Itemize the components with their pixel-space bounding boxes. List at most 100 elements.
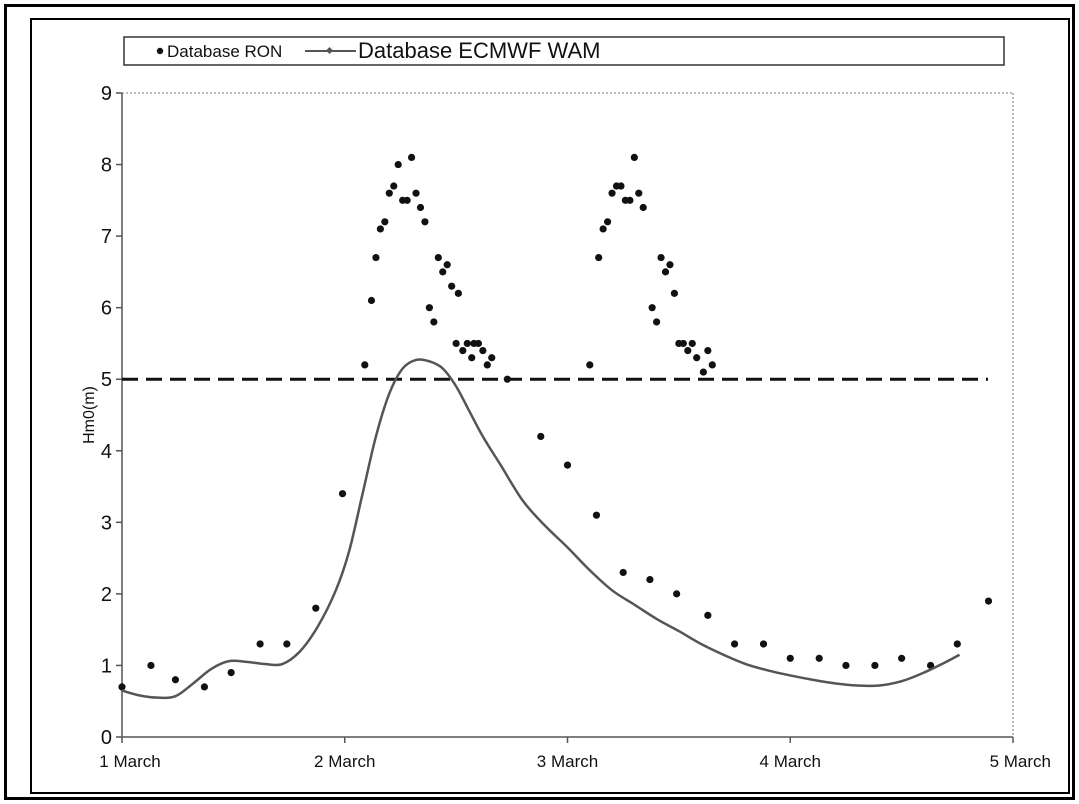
series-layer	[118, 153, 993, 700]
figure-inner-frame	[30, 18, 1070, 794]
ron-point	[708, 361, 716, 369]
ron-point	[479, 347, 487, 355]
ron-point	[704, 611, 712, 619]
ron-point	[688, 339, 696, 348]
ron-point	[385, 189, 393, 197]
ron-point	[646, 575, 654, 584]
ron-point	[439, 268, 447, 276]
ron-point	[361, 361, 369, 369]
ron-point	[699, 368, 707, 376]
ron-point	[619, 568, 627, 577]
ron-point	[443, 261, 451, 269]
ron-point	[200, 683, 209, 691]
ron-point	[661, 268, 670, 276]
y-tick-label: 0	[101, 727, 112, 749]
x-tick-label: 3 March	[537, 752, 598, 771]
ron-point	[537, 432, 545, 441]
ron-point	[376, 225, 384, 233]
ron-point	[673, 590, 681, 598]
ron-point	[454, 289, 462, 297]
ron-point	[430, 318, 438, 326]
ron-point	[815, 654, 823, 662]
ron-point	[626, 196, 634, 204]
ron-point	[390, 182, 398, 190]
y-tick-label: 3	[101, 512, 112, 534]
ron-point	[608, 189, 616, 197]
ron-point	[372, 253, 380, 262]
ron-point	[759, 640, 768, 648]
y-tick-label: 5	[101, 369, 112, 391]
ron-point	[653, 318, 661, 326]
ron-point	[603, 218, 612, 226]
ron-point	[693, 354, 701, 362]
ron-point	[468, 354, 476, 362]
series-ron	[118, 153, 993, 691]
series-wam	[121, 358, 961, 700]
y-tick-label: 1	[101, 655, 112, 677]
ron-point	[648, 304, 656, 312]
y-tick-label: 9	[101, 83, 112, 105]
ron-point	[421, 218, 429, 226]
ron-point	[171, 676, 180, 684]
ron-point	[630, 153, 638, 161]
x-tick-label: 1 March	[99, 752, 160, 771]
ron-point	[679, 339, 687, 348]
ron-point	[730, 640, 739, 648]
ron-point	[563, 461, 572, 469]
ron-point	[684, 347, 692, 355]
ron-point	[586, 361, 594, 369]
ron-point	[635, 189, 643, 197]
ron-point	[227, 669, 235, 677]
ron-point	[412, 189, 420, 197]
ron-point	[434, 253, 442, 262]
ron-point	[639, 203, 647, 212]
ron-point	[256, 640, 264, 648]
legend-wam-marker	[325, 46, 334, 55]
ron-point	[474, 339, 482, 348]
ron-point	[338, 490, 347, 498]
ron-point	[403, 196, 411, 204]
ron-point	[381, 218, 389, 226]
legend-wam-label: Database ECMWF WAM	[358, 38, 600, 63]
ron-point	[147, 661, 155, 670]
ron-point	[483, 361, 491, 369]
ron-point	[488, 354, 496, 362]
ron-point	[926, 661, 935, 670]
legend-ron-label: Database RON	[167, 42, 282, 61]
ron-point	[666, 261, 674, 269]
ron-point	[416, 203, 425, 212]
y-tick-label: 4	[101, 441, 112, 463]
ron-point	[463, 339, 471, 348]
ron-point	[118, 683, 126, 691]
ron-point	[617, 182, 625, 190]
ron-point	[599, 225, 607, 233]
x-tick-label: 5 March	[990, 752, 1051, 771]
ron-point	[953, 640, 961, 648]
legend-ron-marker	[156, 47, 164, 55]
x-ticks: 1 March 2 March 3 March 4 March 5 March	[99, 737, 1051, 771]
ron-point	[657, 253, 665, 262]
x-tick-label: 2 March	[314, 752, 375, 771]
ron-point	[984, 597, 993, 605]
ron-point	[670, 289, 679, 297]
ron-point	[595, 253, 603, 262]
y-tick-label: 7	[101, 226, 112, 248]
y-tick-label: 8	[101, 155, 112, 177]
ron-point	[842, 661, 850, 670]
ron-point	[367, 296, 376, 305]
ron-point	[312, 604, 320, 612]
x-tick-label: 4 March	[760, 752, 821, 771]
y-tick-label: 6	[101, 298, 112, 320]
ron-point	[898, 654, 906, 662]
ron-point	[407, 153, 416, 161]
y-axis-label: Hm0(m)	[81, 386, 98, 444]
ron-point	[704, 347, 712, 355]
legend-box	[123, 36, 1005, 66]
ron-point	[592, 511, 601, 519]
ron-point	[503, 375, 511, 383]
ron-point	[425, 304, 433, 312]
ron-point	[283, 640, 291, 648]
ron-point	[871, 661, 879, 670]
y-ticks: 0 1 2 3 4 5 6 7 8 9	[101, 83, 122, 749]
ron-point	[452, 339, 460, 348]
